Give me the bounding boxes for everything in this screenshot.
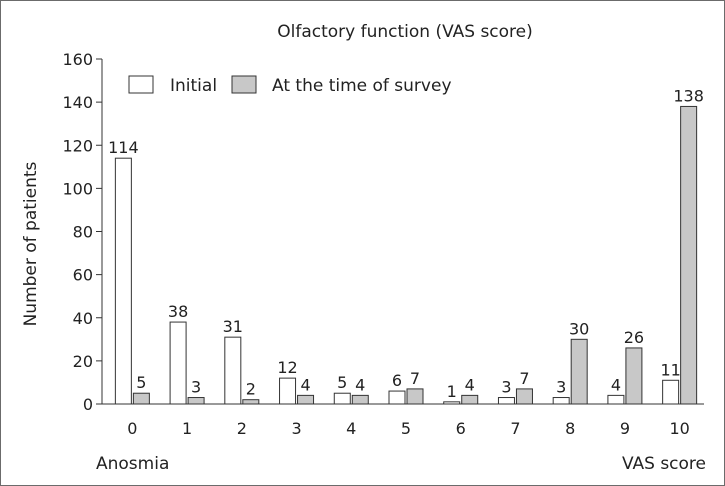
y-tick-label: 0 <box>83 395 93 414</box>
bar-initial <box>279 377 297 405</box>
bar-initial <box>333 392 351 405</box>
bar-value-label: 11 <box>660 360 680 379</box>
legend-label-initial: Initial <box>170 76 217 96</box>
x-tick-label: 1 <box>182 419 192 438</box>
x-tick-label: 5 <box>401 419 411 438</box>
bar-survey <box>625 347 643 405</box>
bar-value-label: 4 <box>355 375 365 394</box>
y-tick-label: 120 <box>62 136 93 155</box>
bar-value-label: 4 <box>465 375 475 394</box>
bar-value-label: 31 <box>223 317 243 336</box>
bar-value-label: 3 <box>501 378 511 397</box>
bar-value-label: 2 <box>246 380 256 399</box>
bar-value-label: 38 <box>168 302 188 321</box>
bar-initial <box>114 157 132 405</box>
bar-survey <box>515 388 533 405</box>
bar-initial <box>607 394 625 405</box>
x-annotation-anosmia: Anosmia <box>96 454 169 474</box>
legend-label-survey: At the time of survey <box>272 76 452 96</box>
bar-survey <box>680 105 698 405</box>
x-tick-label: 2 <box>237 419 247 438</box>
y-tick-label: 60 <box>73 266 93 285</box>
bar-value-label: 1 <box>447 382 457 401</box>
y-tick-label: 20 <box>73 352 93 371</box>
legend-swatch-initial <box>128 75 154 94</box>
bar-value-label: 5 <box>337 373 347 392</box>
y-axis-label: Number of patients <box>21 161 41 326</box>
bar-survey <box>406 388 424 405</box>
bar-value-label: 6 <box>392 371 402 390</box>
y-tick-label: 40 <box>73 309 93 328</box>
x-tick-label: 0 <box>127 419 137 438</box>
y-tick-label: 80 <box>73 223 93 242</box>
bar-initial <box>552 397 570 405</box>
bar-survey <box>242 399 260 405</box>
bar-value-label: 30 <box>569 319 589 338</box>
bar-survey <box>132 392 150 405</box>
x-tick-label: 8 <box>565 419 575 438</box>
bar-value-label: 7 <box>410 369 420 388</box>
bar-value-label: 7 <box>519 369 529 388</box>
bar-survey <box>297 394 315 405</box>
bar-initial <box>662 379 680 405</box>
y-tick-label: 160 <box>62 50 93 69</box>
bar-value-label: 3 <box>191 378 201 397</box>
bar-survey <box>461 394 479 405</box>
legend: Initial At the time of survey <box>128 75 452 96</box>
bar-initial <box>388 390 406 405</box>
bar-initial <box>443 401 461 405</box>
x-tick-label: 9 <box>620 419 630 438</box>
bar-value-label: 5 <box>136 373 146 392</box>
bar-value-label: 26 <box>624 328 644 347</box>
x-tick-label: 10 <box>669 419 689 438</box>
bar-survey <box>351 394 369 405</box>
bar-survey <box>570 338 588 405</box>
chart-title: Olfactory function (VAS score) <box>277 22 533 42</box>
legend-swatch-survey <box>231 75 257 94</box>
y-tick-label: 140 <box>62 93 93 112</box>
y-tick-label: 100 <box>62 179 93 198</box>
bar-value-label: 3 <box>556 378 566 397</box>
x-tick-label: 6 <box>456 419 466 438</box>
x-tick-label: 7 <box>510 419 520 438</box>
bar-value-label: 4 <box>611 375 621 394</box>
x-annotation-vas-score: VAS score <box>622 454 706 474</box>
bar-value-label: 114 <box>108 138 139 157</box>
bar-value-label: 138 <box>673 86 704 105</box>
x-tick-label: 3 <box>291 419 301 438</box>
bar-initial <box>497 397 515 405</box>
bar-survey <box>187 397 205 405</box>
bar-value-label: 12 <box>277 358 297 377</box>
bar-value-label: 4 <box>300 375 310 394</box>
bar-initial <box>224 336 242 405</box>
x-tick-label: 4 <box>346 419 356 438</box>
bar-initial <box>169 321 187 405</box>
